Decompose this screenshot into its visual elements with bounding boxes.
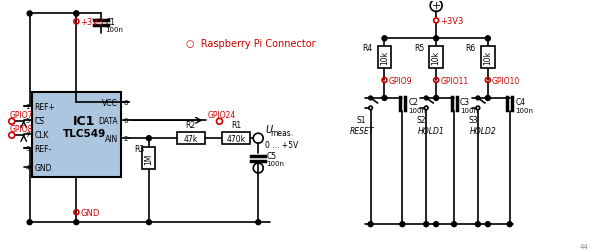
Circle shape (368, 222, 373, 227)
Circle shape (507, 222, 512, 227)
Text: AIN: AIN (105, 134, 118, 143)
Text: CLK: CLK (35, 130, 49, 139)
Circle shape (424, 222, 429, 227)
Text: 0 ... +5V: 0 ... +5V (265, 141, 299, 150)
Text: 47k: 47k (183, 134, 198, 143)
FancyBboxPatch shape (177, 133, 205, 145)
Text: VCC: VCC (102, 99, 118, 108)
Text: 8: 8 (123, 100, 127, 106)
Text: GPIO11: GPIO11 (440, 76, 468, 85)
Text: 5: 5 (25, 118, 30, 124)
Text: 100n: 100n (266, 161, 284, 166)
Text: meas.: meas. (270, 129, 293, 138)
Text: GND: GND (80, 208, 100, 217)
Circle shape (27, 12, 32, 17)
FancyBboxPatch shape (142, 148, 155, 169)
Text: C5: C5 (266, 151, 276, 160)
Text: C1: C1 (105, 18, 115, 27)
Circle shape (256, 220, 261, 225)
Text: S2: S2 (416, 116, 426, 125)
Text: ○  Raspberry Pi Connector: ○ Raspberry Pi Connector (186, 39, 315, 49)
Text: R1: R1 (231, 121, 242, 130)
Text: HOLD1: HOLD1 (418, 127, 444, 136)
Text: 2: 2 (123, 136, 127, 142)
Circle shape (486, 37, 490, 42)
Circle shape (382, 96, 387, 101)
Circle shape (434, 37, 439, 42)
Text: C4: C4 (516, 98, 526, 107)
Circle shape (434, 222, 439, 227)
Circle shape (74, 220, 79, 225)
Text: R3: R3 (134, 144, 144, 153)
Circle shape (146, 136, 151, 141)
Text: 10k: 10k (380, 51, 389, 65)
FancyBboxPatch shape (481, 47, 495, 69)
Text: R5: R5 (414, 44, 424, 52)
Text: GPIO10: GPIO10 (492, 76, 520, 85)
Text: 470k: 470k (227, 134, 246, 143)
Text: U: U (265, 125, 273, 135)
Text: TLC549: TLC549 (62, 128, 106, 138)
Circle shape (382, 37, 387, 42)
Circle shape (27, 220, 32, 225)
Text: R2: R2 (186, 121, 196, 130)
Text: S3: S3 (468, 116, 478, 125)
Text: 3: 3 (25, 146, 30, 151)
FancyBboxPatch shape (377, 47, 392, 69)
Text: DATA: DATA (98, 116, 118, 125)
Circle shape (434, 96, 439, 101)
Text: GPIO24: GPIO24 (208, 110, 236, 119)
Circle shape (486, 96, 490, 101)
Text: C̅S̅: C̅S̅ (35, 116, 45, 125)
Text: 6: 6 (123, 118, 127, 124)
Text: 10k: 10k (431, 51, 441, 65)
Text: GPIO8: GPIO8 (10, 124, 33, 133)
Text: +3V3: +3V3 (80, 18, 104, 27)
Text: 100n: 100n (460, 107, 478, 113)
Circle shape (146, 220, 151, 225)
Text: 100n: 100n (408, 107, 427, 113)
Circle shape (486, 222, 490, 227)
Text: R6: R6 (466, 44, 476, 52)
Text: 100n: 100n (516, 107, 534, 113)
Text: C3: C3 (460, 98, 470, 107)
FancyBboxPatch shape (223, 133, 250, 145)
Text: 4: 4 (25, 164, 30, 170)
Circle shape (74, 12, 79, 17)
Circle shape (475, 222, 480, 227)
Text: GPIO7: GPIO7 (10, 110, 33, 119)
Text: 1: 1 (25, 104, 30, 110)
Text: 100n: 100n (105, 27, 123, 33)
Circle shape (452, 222, 456, 227)
FancyBboxPatch shape (32, 93, 121, 177)
Circle shape (400, 222, 405, 227)
Text: +: + (431, 1, 441, 11)
Text: IC1: IC1 (73, 115, 95, 128)
Text: GND: GND (35, 163, 52, 172)
Text: 1M: 1M (145, 153, 154, 164)
Text: REF+: REF+ (35, 103, 55, 111)
Text: C2: C2 (408, 98, 418, 107)
Text: 44: 44 (580, 243, 588, 249)
FancyBboxPatch shape (429, 47, 443, 69)
Text: HOLD2: HOLD2 (469, 127, 496, 136)
Text: +3V3: +3V3 (440, 17, 464, 26)
Text: R4: R4 (362, 44, 372, 52)
Text: GPIO9: GPIO9 (389, 76, 412, 85)
Text: RESET: RESET (349, 127, 374, 136)
Text: S1: S1 (357, 116, 367, 125)
Text: 7: 7 (25, 132, 30, 138)
Text: REF-: REF- (35, 144, 52, 153)
Circle shape (74, 12, 79, 17)
Text: 10k: 10k (483, 51, 492, 65)
